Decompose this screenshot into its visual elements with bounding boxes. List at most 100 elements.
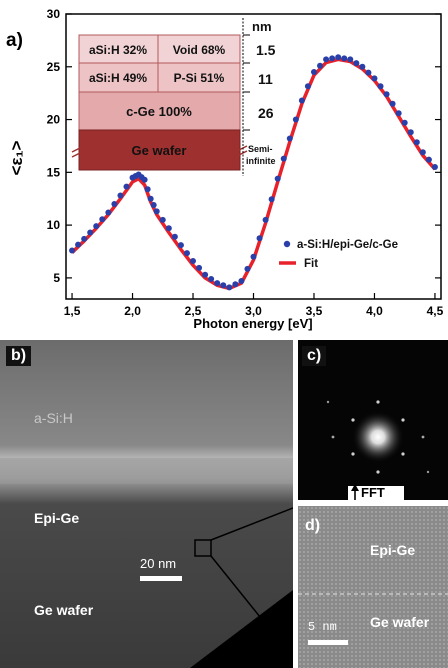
data-point [353,60,360,67]
inset-cell-2a: aSi:H 49% [89,71,147,85]
fft-spot-5 [376,400,380,404]
data-point [214,280,221,287]
data-point [171,233,178,240]
data-point [431,164,438,171]
data-point [165,225,172,232]
x-tick-label: 2,5 [185,304,202,318]
y-tick-label: 25 [47,60,61,74]
x-tick-label: 1,5 [64,304,81,318]
thickness-2: 11 [258,71,273,87]
data-point [413,139,420,146]
scale-bar-d-label: 5 nm [308,620,337,634]
data-point [329,55,336,62]
x-axis-label: Photon energy [eV] [193,316,312,331]
y-tick-label: 15 [47,165,61,179]
fft-pattern [298,340,448,500]
x-tick-label: 4,0 [366,304,383,318]
fft-spot-1 [351,418,355,422]
layer-label-d-epige: Epi-Ge [370,542,416,558]
data-point [383,91,390,98]
data-point [159,216,166,223]
data-point [407,129,414,136]
data-point [153,208,160,215]
data-point [232,281,239,288]
layer-label-epige: Epi-Ge [34,510,80,526]
data-point [244,265,251,272]
data-point [304,83,311,90]
data-point [395,110,402,117]
fft-caption: FFT [361,485,385,500]
data-point [226,284,233,291]
inset-layer-4 [78,129,241,171]
layer-stack-inset: aSi:H 32% Void 68% aSi:H 49% P-Si 51% c-… [71,18,276,176]
data-point [177,242,184,249]
zoom-line-1 [210,507,293,541]
inset-cell-1b: Void 68% [173,43,226,57]
legend-marker-data [283,240,291,248]
panel-d: d) Epi-Ge Ge wafer 5 nm [298,506,448,668]
panel-c-label: c) [302,346,327,366]
hrtem-image-d [298,506,448,668]
panel-b-label: b) [6,346,32,366]
data-point [256,235,263,242]
y-tick-label: 5 [53,271,60,285]
panel-c: c) FFT [298,340,448,500]
legend: a-Si:H/epi-Ge/c-Ge Fit [279,239,398,270]
data-point [292,116,299,123]
inset-cell-3: c-Ge 100% [126,104,192,119]
thickness-4b: infinite [246,156,276,166]
data-point [280,155,287,162]
data-point [317,62,324,69]
inset-cell-2b: P-Si 51% [174,71,225,85]
thickness-1: 1.5 [256,42,276,58]
break-mark-left [71,145,85,158]
data-point [323,56,330,63]
fft-caption-box [348,486,404,500]
ellipsometry-chart: 1,5 2,0 2,5 3,0 3,5 4,0 4,5 5 10 15 20 25 30 <ε₁> Ph… [6,7,444,331]
data-point [401,119,408,126]
scale-bar-b [140,576,182,581]
axis-ticks: 1,5 2,0 2,5 3,0 3,5 4,0 4,5 5 10 15 20 25 30 [47,7,444,318]
data-point [310,69,317,76]
fft-spot-7 [331,435,335,439]
data-point [111,201,118,207]
data-point [298,97,305,104]
data-point [202,271,209,278]
data-point [262,216,269,223]
data-point [93,223,100,230]
data-point [274,175,281,182]
scale-bar-d [308,640,348,645]
fft-arrowhead [351,484,359,491]
scale-bar-b-label: 20 nm [140,556,177,571]
y-tick-label: 30 [47,7,61,21]
y-axis-label: <ε₁> [7,140,26,175]
panel-a-label: a) [6,30,23,51]
data-point [347,56,354,63]
fft-spot-2 [401,418,405,422]
data-point [69,247,76,254]
data-point [208,275,215,282]
x-tick-label: 3,5 [306,304,323,318]
data-point [75,241,82,248]
legend-label-fit: Fit [304,258,318,270]
panel-d-label: d) [305,517,321,534]
inset-cell-1a: aSi:H 32% [89,43,147,57]
fft-spot-9 [326,400,330,404]
data-point [286,135,293,142]
data-point [419,149,426,156]
data-point [389,100,396,107]
tem-b-background [0,340,293,668]
data-point [190,258,197,264]
inset-layer-3 [78,91,241,131]
data-point [238,278,245,285]
thickness-3: 26 [258,105,274,121]
panel-b: b) a-Si:H Epi-Ge Ge wafer 20 nm [0,340,293,668]
data-point [359,63,366,70]
data-point [341,55,348,62]
data-point [144,186,151,193]
data-point [99,216,106,223]
inset-layer-2-right [157,62,241,93]
y-tick-label: 10 [47,218,61,232]
data-point [117,192,124,199]
